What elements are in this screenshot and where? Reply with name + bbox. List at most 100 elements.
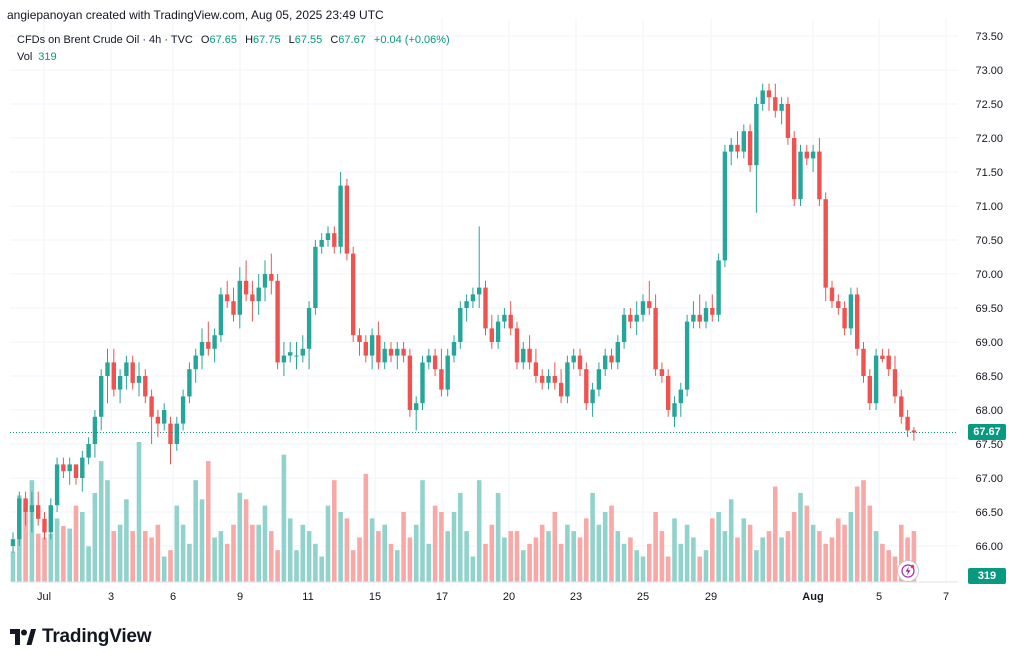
candle-body [596,369,602,390]
price-tick-label: 67.00 [975,473,1003,485]
time-tick-label: 7 [943,591,949,603]
price-axis[interactable]: 73.50 73.00 72.50 72.00 71.50 71.00 70.50 70.00… [975,31,1003,553]
candle-body [710,308,715,315]
price-tick-label: 66.00 [975,541,1003,553]
candle-body [855,294,860,349]
candle-body [193,355,198,370]
candle-body [294,355,299,357]
volume-bar [357,537,362,582]
candle-body [911,430,917,433]
candle [470,287,476,308]
candle-body [149,396,154,417]
volume-bar [779,537,784,582]
volume-bar [23,503,28,582]
candle [710,294,715,322]
candle [880,348,885,363]
candle-body [130,362,135,383]
time-tick-label: 15 [369,591,381,603]
candle [804,144,809,166]
candle [439,348,444,397]
candle-body [313,246,318,308]
volume-bar [791,512,797,582]
candle [609,348,614,370]
candle-body [218,294,224,336]
candle [92,410,98,458]
volume-bar [665,556,671,582]
candle [250,280,255,322]
volume-bar [80,512,85,582]
volume-bar [117,524,123,582]
candle [237,267,242,329]
candle-body [836,301,841,308]
candle [426,348,431,370]
candle [294,342,299,370]
lightning-icon[interactable] [897,560,919,582]
candle [42,512,47,540]
candle [357,328,362,356]
candle-body [754,104,759,166]
candle-body [281,355,287,363]
volume-bar [426,543,432,582]
attribution-text: angiepanoyan created with TradingView.co… [7,8,384,22]
volume-bar [338,512,343,582]
candle-body [546,376,551,383]
candle [451,335,457,363]
volume-bar [395,550,400,582]
candle [521,342,526,370]
candle-body [29,505,35,512]
candle [571,348,576,370]
candle-body [199,342,205,356]
time-axis[interactable]: Jul 3 6 9 11 15 17 20 23 25 29 Aug 5 7 [37,591,949,603]
candle-body [495,321,501,342]
candle [741,124,746,159]
volume-bar [521,550,526,582]
volume-bar [470,556,476,582]
candle-body [603,355,608,370]
candle-body [426,355,431,363]
candle [842,301,847,336]
open-value: 67.65 [209,34,238,46]
volume-bar [306,531,312,582]
candle [653,294,658,376]
candle-body [168,423,173,444]
volume-bar [867,505,873,582]
candle [420,355,425,410]
candle-body [99,376,104,417]
candle [892,355,898,404]
volume-bar [533,537,539,582]
candle-body [117,376,123,390]
candle [779,97,784,125]
volume-bar [634,550,639,582]
volume-bar [754,550,759,582]
candle [288,342,293,363]
time-tick-label: 6 [170,591,176,603]
volume-bar [149,537,154,582]
volume-bar [313,543,318,582]
symbol-title[interactable]: CFDs on Brent Crude Oil · 4h · TVC [17,34,193,46]
volume-label[interactable]: Vol [17,51,33,63]
tradingview-logo[interactable]: TradingView [10,626,152,648]
price-tick-label: 67.50 [975,439,1003,451]
volume-bar [514,531,520,582]
candle-body [162,410,167,424]
candle [861,342,866,383]
candle-body [23,498,28,512]
candle [143,369,148,404]
volume-bar [86,546,91,582]
candle-body [729,144,734,152]
candle [508,301,513,336]
volume-bar [332,480,337,582]
volume-bar [98,461,104,582]
candle [256,274,261,315]
volume-bar [413,524,419,582]
low-label: L [288,34,295,46]
candle-body [451,342,457,356]
volume-bar [735,537,740,582]
candle [10,532,16,553]
candle-body [363,342,368,356]
volume-bar [382,524,387,582]
symbol-legend: CFDs on Brent Crude Oil · 4h · TVC O67.6… [17,34,450,46]
volume-bar [439,512,444,582]
volume-bar [155,524,161,582]
